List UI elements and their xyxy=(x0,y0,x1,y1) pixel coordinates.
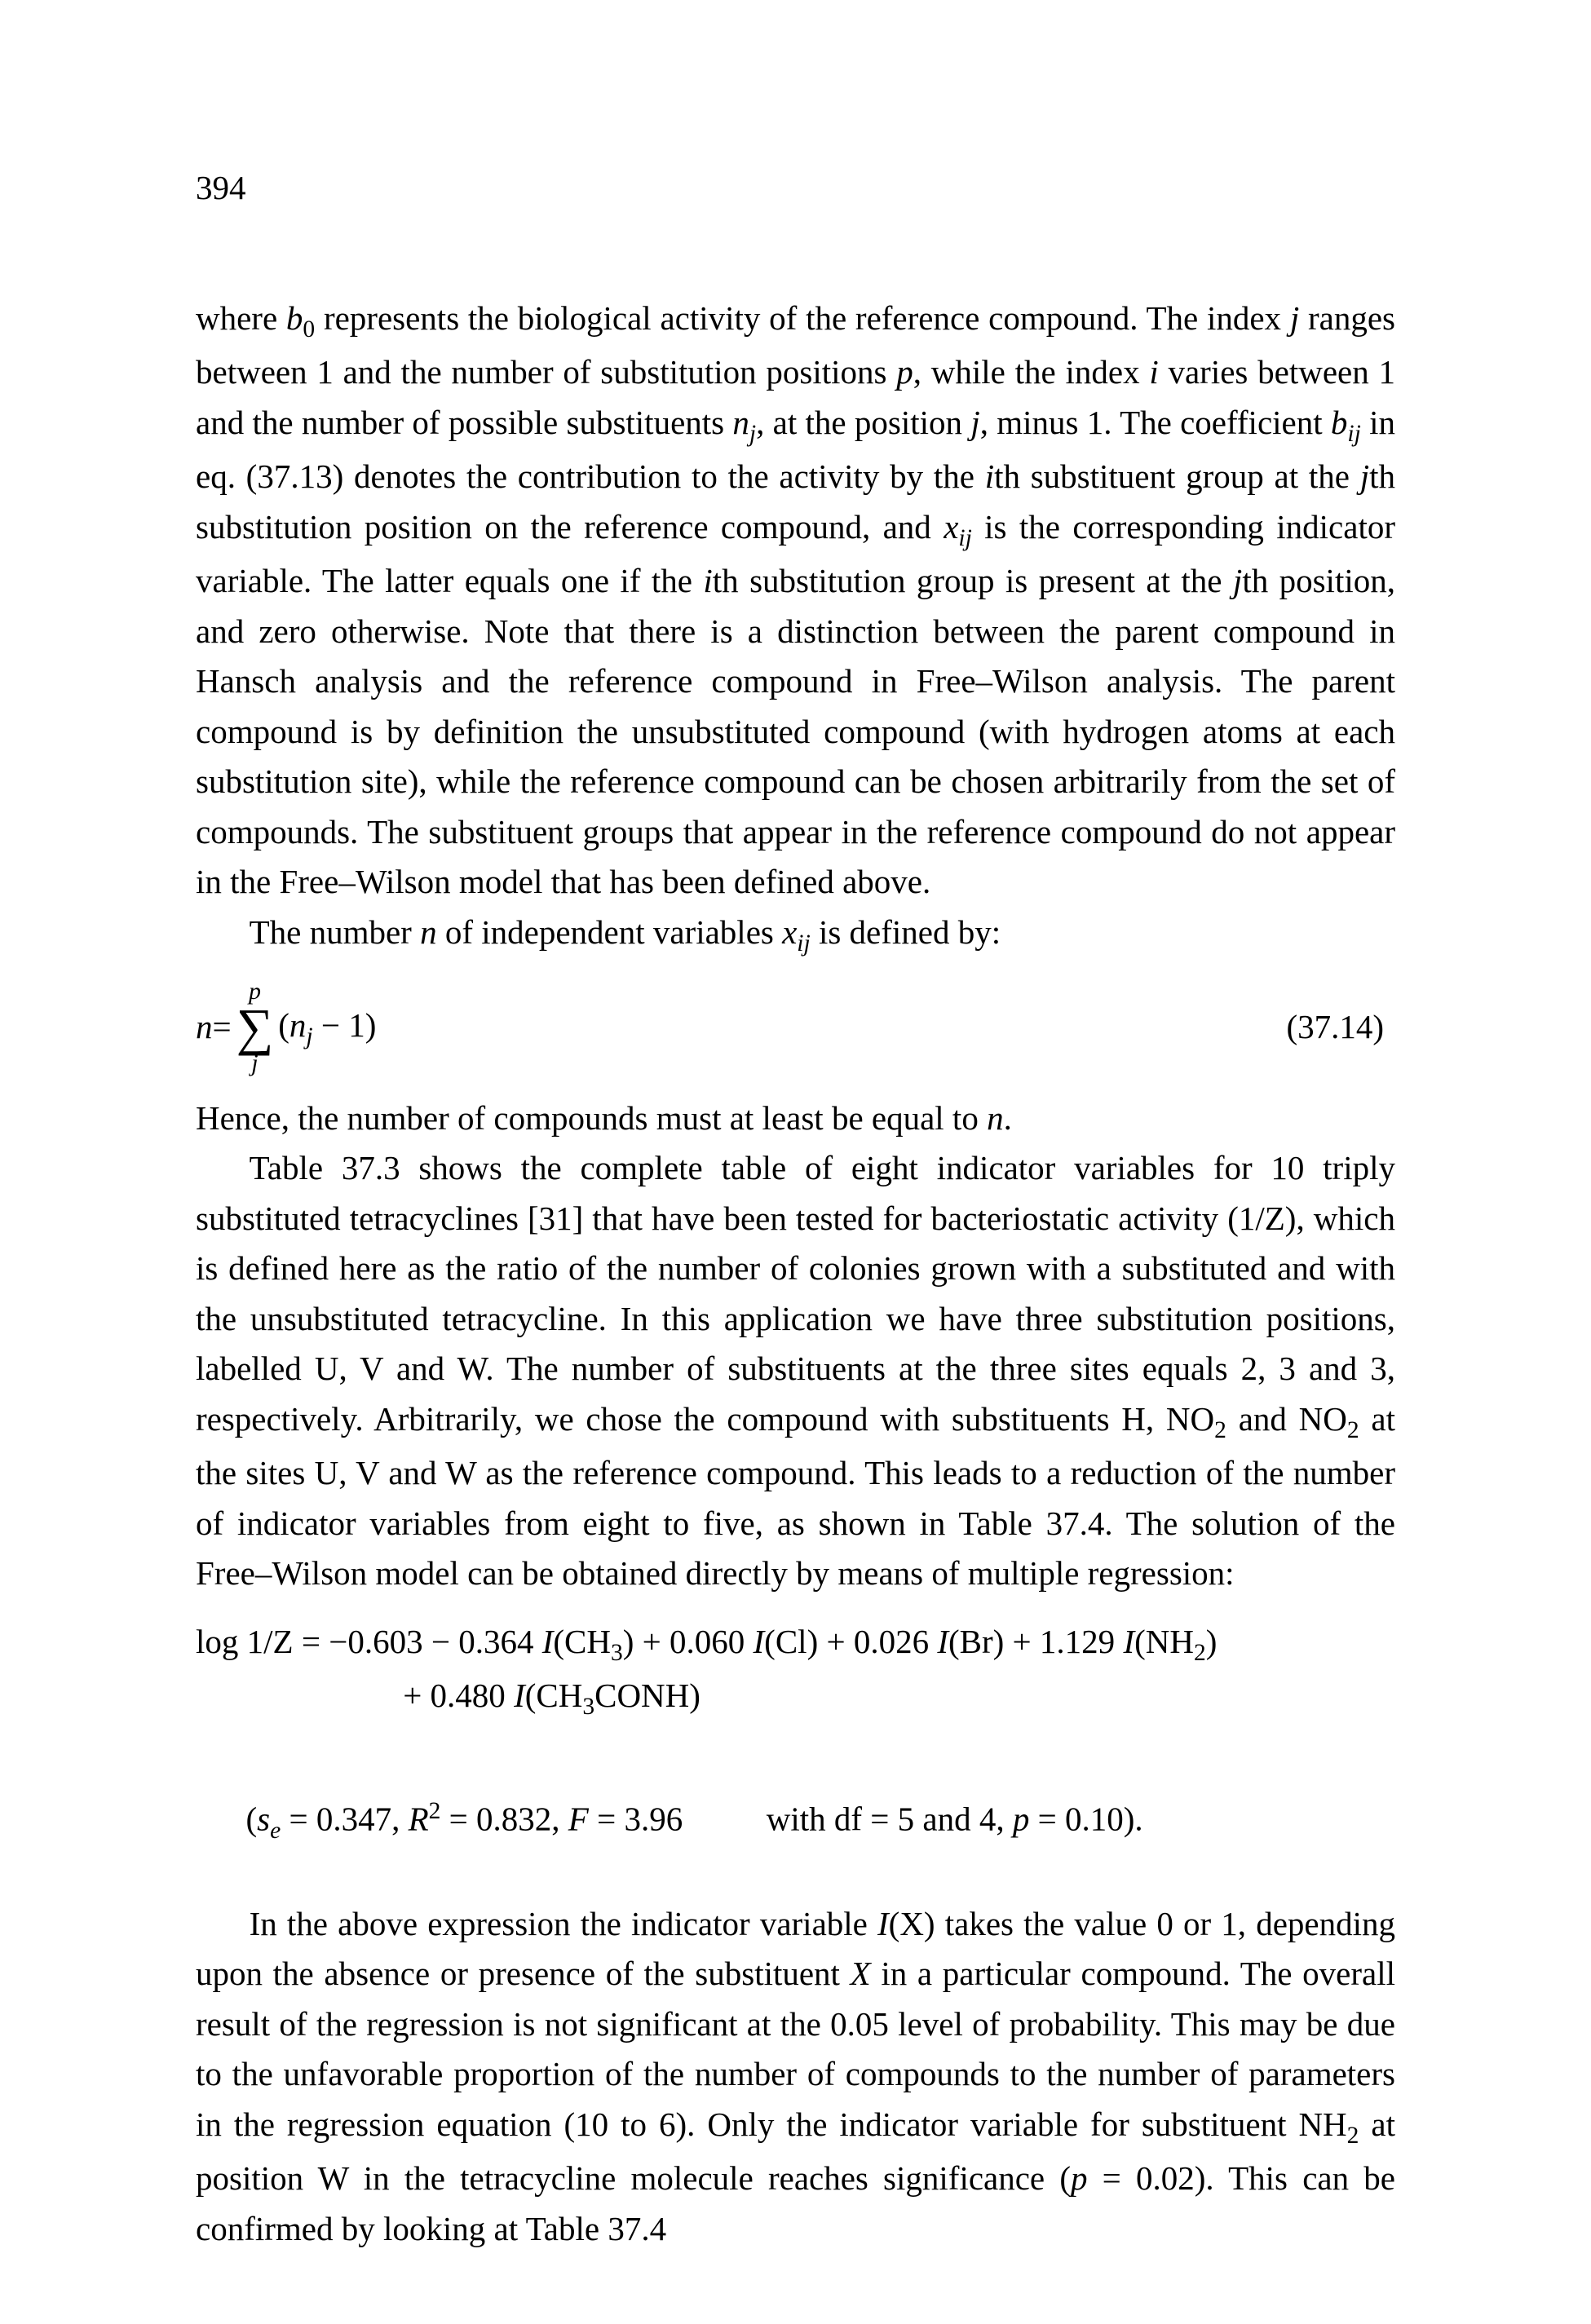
variable-bij: b xyxy=(1331,404,1348,441)
text: The number xyxy=(250,913,420,951)
variable-p: p xyxy=(896,353,913,391)
text: , minus 1. The coefficient xyxy=(980,404,1331,441)
paragraph-3: Hence, the number of compounds must at l… xyxy=(196,1094,1395,1144)
text: th position, and zero otherwise. Note th… xyxy=(196,562,1395,900)
text: . xyxy=(1004,1099,1012,1137)
variable-i: i xyxy=(703,562,712,599)
text: is defined by: xyxy=(811,913,1001,951)
variable-j: j xyxy=(1290,299,1299,337)
text: where xyxy=(196,299,286,337)
text: represents the biological activity of th… xyxy=(315,299,1290,337)
text: th substituent group at the xyxy=(994,457,1360,495)
variable-xij: x xyxy=(782,913,797,951)
variable-n: n xyxy=(987,1099,1004,1137)
variable-X: X xyxy=(851,1955,871,1992)
subscript: 2 xyxy=(1214,1417,1226,1443)
text: Table 37.3 shows the complete table of e… xyxy=(196,1149,1395,1438)
text: th substitution group is present at the xyxy=(713,562,1233,599)
summand: (nj − 1) xyxy=(278,1001,376,1054)
subscript: j xyxy=(749,421,756,447)
variable-i: i xyxy=(1149,353,1158,391)
variable-xij: x xyxy=(944,508,958,546)
variable-j: j xyxy=(1233,562,1242,599)
variable-p: p xyxy=(1071,2159,1088,2197)
text: and NO xyxy=(1226,1400,1347,1438)
text: , at the position xyxy=(756,404,970,441)
subscript: ij xyxy=(1347,421,1360,447)
summation-icon: p ∑ j xyxy=(236,979,274,1076)
text: In the above expression the indicator va… xyxy=(250,1905,877,1942)
subscript: ij xyxy=(797,930,810,957)
paragraph-5: In the above expression the indicator va… xyxy=(196,1899,1395,2254)
paragraph-4: Table 37.3 shows the complete table of e… xyxy=(196,1143,1395,1598)
text: Hence, the number of compounds must at l… xyxy=(196,1099,987,1137)
variable-n: n xyxy=(420,913,437,951)
equation-37-14: n = p ∑ j (nj − 1) (37.14) xyxy=(196,979,1395,1076)
variable-I: I xyxy=(877,1905,889,1942)
text: , while the index xyxy=(913,353,1150,391)
sigma-icon: ∑ xyxy=(236,1004,274,1051)
equation-number: (37.14) xyxy=(1286,1002,1395,1053)
variable-i: i xyxy=(985,457,994,495)
regression-stats: (se = 0.347, R2 = 0.832, F = 3.96 with d… xyxy=(196,1743,1395,1899)
equals: = xyxy=(213,1002,232,1053)
subscript: 2 xyxy=(1347,1417,1359,1443)
variable-nj: n xyxy=(732,404,749,441)
regression-line-1: log 1/Z = −0.603 − 0.364 I(CH3) + 0.060 … xyxy=(196,1617,1395,1671)
subscript: ij xyxy=(958,525,971,551)
variable-j: j xyxy=(1360,457,1369,495)
page: 394 where b0 represents the biological a… xyxy=(0,0,1591,2324)
text: (X) xyxy=(889,1905,935,1942)
body-text: where b0 represents the biological activ… xyxy=(196,294,1395,2254)
paragraph-2: The number n of independent variables xi… xyxy=(196,908,1395,961)
variable-b0: b xyxy=(286,299,303,337)
regression-line-2: + 0.480 I(CH3CONH) xyxy=(196,1671,1395,1725)
paragraph-1: where b0 represents the biological activ… xyxy=(196,294,1395,908)
sum-lower: j xyxy=(251,1051,258,1076)
subscript: 2 xyxy=(1347,2123,1359,2149)
regression-equation: log 1/Z = −0.603 − 0.364 I(CH3) + 0.060 … xyxy=(196,1617,1395,1725)
page-number: 394 xyxy=(196,163,246,214)
text: of independent variables xyxy=(437,913,783,951)
equation-lhs: n = p ∑ j (nj − 1) xyxy=(196,979,376,1076)
variable-j: j xyxy=(970,404,979,441)
subscript: 0 xyxy=(303,316,315,342)
variable-n: n xyxy=(196,1002,213,1053)
